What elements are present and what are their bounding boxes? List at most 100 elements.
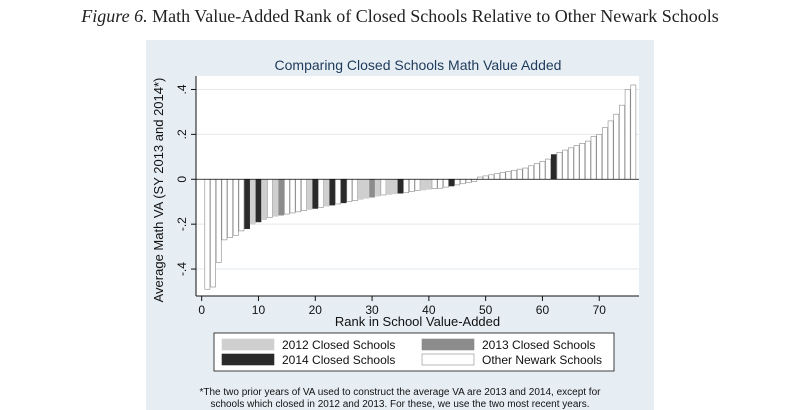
- bar-66: [573, 145, 580, 180]
- bar-50: [482, 175, 489, 180]
- y-tick-label-0: -.4: [175, 262, 189, 276]
- bar-14: [278, 178, 285, 216]
- bar-73: [613, 113, 620, 180]
- x-tick-label-5: 50: [479, 303, 493, 317]
- bar-64: [562, 149, 569, 180]
- bar-57: [522, 167, 529, 180]
- footnote-line-1: *The two prior years of VA used to const…: [200, 387, 602, 398]
- bar-46: [460, 178, 466, 185]
- bar-25: [340, 178, 347, 204]
- bar-19: [306, 178, 313, 210]
- bar-33: [386, 178, 392, 195]
- bar-75: [624, 89, 631, 180]
- bar-20: [312, 178, 319, 209]
- bar-26: [346, 178, 353, 203]
- bar-12: [266, 178, 273, 218]
- legend-label-2014: 2014 Closed Schools: [282, 353, 395, 367]
- bar-67: [579, 143, 586, 180]
- y-tick-label-3: .2: [175, 129, 189, 139]
- bar-1: [204, 178, 211, 290]
- bar-74: [619, 104, 625, 180]
- x-axis-label: Rank in School Value-Added: [335, 314, 500, 329]
- bar-34: [391, 178, 398, 195]
- bar-6: [232, 178, 239, 236]
- bar-7: [238, 178, 245, 232]
- x-tick-label-6: 60: [536, 303, 550, 317]
- chart-panel: Comparing Closed Schools Math Value Adde…: [146, 40, 654, 410]
- legend-label-2013: 2013 Closed Schools: [482, 338, 595, 352]
- bar-38: [414, 178, 421, 191]
- bar-70: [596, 134, 603, 180]
- bar-30: [369, 178, 375, 198]
- legend-swatch-2013: [421, 338, 475, 351]
- bar-8: [244, 178, 250, 229]
- bar-42: [437, 178, 444, 189]
- x-tick-label-4: 40: [422, 303, 436, 317]
- y-tick-label-4: .4: [175, 84, 189, 94]
- figure-number: Figure 6.: [81, 6, 148, 26]
- bar-59: [533, 163, 540, 180]
- bar-28: [357, 178, 364, 200]
- figure-caption-text: Math Value-Added Rank of Closed Schools …: [152, 6, 719, 26]
- y-axis-label: Average Math VA (SY 2013 and 2014*): [151, 78, 166, 303]
- x-tick-label-1: 10: [252, 303, 266, 317]
- bar-24: [335, 178, 341, 205]
- bar-10: [255, 178, 262, 223]
- bar-63: [556, 152, 563, 180]
- bar-56: [516, 168, 523, 180]
- bar-71: [602, 127, 608, 180]
- bar-55: [511, 169, 517, 180]
- bar-62: [550, 154, 557, 180]
- legend-swatch-2014: [221, 353, 275, 366]
- bar-45: [454, 178, 461, 186]
- bar-32: [380, 178, 387, 196]
- bar-69: [590, 136, 597, 180]
- x-tick-label-2: 20: [309, 303, 323, 317]
- bar-13: [272, 178, 279, 217]
- bar-31: [374, 178, 381, 197]
- x-tick-label-3: 30: [365, 303, 379, 317]
- legend-swatch-other: [421, 353, 475, 366]
- bar-60: [539, 161, 546, 180]
- bar-15: [284, 178, 290, 215]
- bar-39: [420, 178, 427, 191]
- bar-65: [567, 147, 574, 180]
- bar-29: [363, 178, 370, 199]
- bar-21: [318, 178, 324, 208]
- bar-17: [295, 178, 302, 213]
- bar-76: [630, 84, 637, 180]
- bar-11: [261, 178, 268, 220]
- bar-4: [221, 178, 228, 241]
- bar-9: [249, 178, 256, 225]
- axes: -.4 -.2 0 .2 .4 0 10 20 30 40 50 60 70: [175, 76, 639, 317]
- legend-label-other: Other Newark Schools: [482, 353, 602, 367]
- y-tick-label-1: -.2: [175, 217, 189, 231]
- bar-53: [499, 172, 506, 180]
- bar-37: [408, 178, 415, 192]
- bar-22: [323, 178, 330, 207]
- bar-35: [397, 178, 404, 194]
- bar-61: [545, 158, 551, 180]
- bar-40: [426, 178, 432, 190]
- legend-box: [213, 332, 615, 372]
- bar-54: [505, 171, 512, 180]
- bar-23: [329, 178, 336, 206]
- bar-52: [494, 173, 500, 180]
- bar-47: [465, 178, 472, 183]
- x-tick-label-7: 70: [593, 303, 607, 317]
- bar-5: [227, 178, 233, 238]
- bar-18: [301, 178, 307, 211]
- bar-72: [607, 120, 614, 180]
- bar-43: [443, 178, 449, 188]
- bar-2: [210, 178, 216, 288]
- chart-title: Comparing Closed Schools Math Value Adde…: [275, 57, 562, 73]
- figure-caption: Figure 6. Math Value-Added Rank of Close…: [0, 6, 800, 27]
- footnote-line-2: schools which closed in 2012 and 2013. F…: [210, 399, 589, 410]
- bar-51: [488, 174, 495, 180]
- bar-3: [215, 178, 222, 263]
- legend-swatch-2012: [221, 338, 275, 351]
- y-tick-label-2: 0: [175, 176, 189, 183]
- bar-27: [352, 178, 358, 201]
- bar-58: [528, 165, 534, 180]
- bar-44: [448, 178, 455, 187]
